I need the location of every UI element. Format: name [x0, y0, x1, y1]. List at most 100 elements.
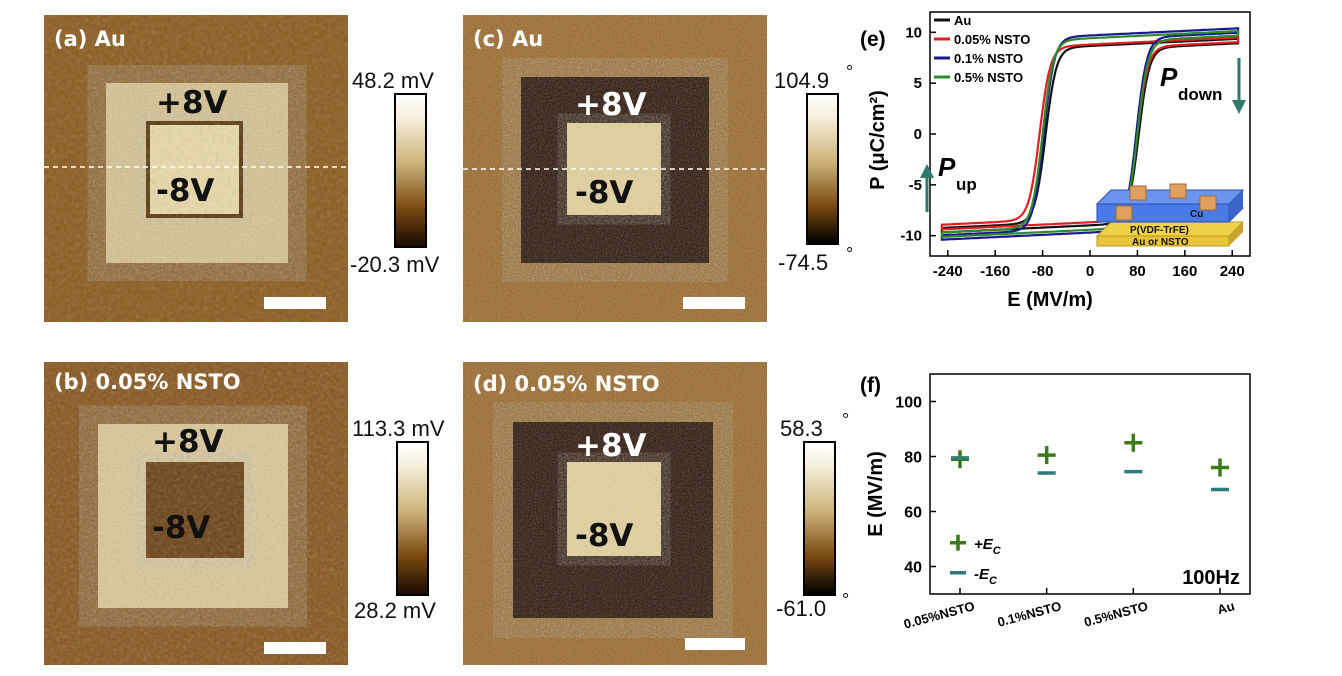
chart-e-ytick-label: 10	[905, 24, 922, 41]
colorbar-d-min-unit: °	[842, 590, 850, 610]
colorbar-c-max-unit: °	[846, 62, 854, 82]
chart-f-legend-subscript: C	[989, 575, 998, 587]
chart-e-curves	[940, 27, 1240, 241]
panel-d-minus8v-label: -8V	[575, 518, 634, 554]
chart-e-pup-arrow	[920, 164, 934, 212]
panel-c-plus8v-label: +8V	[575, 87, 647, 123]
chart-e-inset-pvdf: P(VDF-TrFE)	[1130, 225, 1189, 236]
panel-a-plus8v-label: +8V	[156, 85, 228, 121]
chart-e-pup-subscript: up	[956, 175, 977, 194]
colorbar-d-max: 58.3	[780, 416, 823, 441]
colorbar-c-max: 104.9	[774, 68, 830, 93]
panel-a-texture	[44, 15, 348, 322]
panel-d-afm-map: (d) 0.05% NSTO +8V -8V	[463, 362, 767, 665]
panel-d-texture	[463, 362, 767, 665]
chart-f-ytick-label: 80	[904, 450, 922, 467]
chart-e-xtick-label: -240	[933, 263, 963, 280]
chart-e-inset-electrode: Au or NSTO	[1132, 237, 1189, 248]
chart-e-legend-label: 0.1% NSTO	[954, 51, 1023, 66]
chart-f-ytick-label: 40	[904, 560, 922, 577]
colorbar-a-min: -20.3 mV	[350, 252, 440, 277]
colorbar-c-min-unit: °	[846, 244, 854, 264]
chart-f-coercive-field: (f) 40 60 80 100 0.05%NSTO 0.1%NSTO 0.5%NSTO Au…	[860, 373, 1251, 632]
chart-e-ytick-label: 5	[914, 75, 922, 92]
panel-a-label: (a) Au	[54, 27, 126, 51]
chart-f-legend-subscript: C	[993, 545, 1002, 557]
chart-e-inset-cu: Cu	[1190, 209, 1203, 220]
panel-c-minus8v-label: -8V	[575, 175, 634, 211]
panel-a-scale-bar	[264, 297, 326, 309]
chart-e-panel-label: (e)	[860, 28, 886, 51]
chart-f-frame	[929, 373, 1251, 595]
panel-d-plus8v-label: +8V	[575, 428, 647, 464]
colorbar-d-max-unit: °	[842, 410, 850, 430]
chart-e-xtick-label: -80	[1032, 263, 1054, 280]
chart-e-legend: Au 0.05% NSTO 0.1% NSTO 0.5% NSTO	[934, 13, 1030, 85]
chart-e-xtick-label: 80	[1129, 263, 1146, 280]
panel-d-label: (d) 0.05% NSTO	[473, 372, 660, 396]
chart-f-category-label: 0.05%NSTO	[902, 598, 976, 631]
chart-e-xtick-label: 240	[1220, 263, 1245, 280]
panel-b-minus8v-label: -8V	[152, 510, 211, 546]
chart-e-ylabel: P (μC/cm²)	[867, 90, 889, 190]
chart-e-ylabel-text: P (μC/cm²)	[867, 90, 889, 190]
chart-e-xtick-label: 160	[1172, 263, 1197, 280]
chart-e-inset-schematic: Cu P(VDF-TrFE) Au or NSTO	[1095, 183, 1245, 248]
colorbar-b-max: 113.3 mV	[352, 416, 445, 441]
panel-b-plus8v-label: +8V	[152, 424, 224, 460]
panel-a-afm-map: (a) Au +8V -8V	[44, 15, 348, 322]
chart-e-legend-label: 0.5% NSTO	[954, 70, 1023, 85]
chart-f-category-label: 0.1%NSTO	[996, 598, 1063, 629]
chart-e-ytick-label: -5	[909, 177, 922, 194]
chart-e-xtick-label: -160	[980, 263, 1010, 280]
chart-e-axes: -240 -160 -80 0 80 160 240 -10 -5 0 5 10	[900, 11, 1251, 280]
chart-f-plus-point	[1124, 433, 1143, 452]
colorbar-c-min: -74.5	[778, 250, 829, 275]
chart-e-loop-1	[940, 36, 1240, 231]
panel-c-scale-bar	[683, 297, 745, 309]
colorbar-b	[396, 441, 429, 596]
chart-f-ytick-label: 60	[904, 505, 922, 522]
chart-e-pdown-label: P	[1160, 62, 1178, 92]
panel-b-texture	[44, 362, 348, 665]
colorbar-a	[394, 93, 427, 248]
chart-f-legend: +EC -EC	[950, 534, 1002, 587]
colorbar-d-min: -61.0	[776, 596, 827, 621]
chart-f-marks	[951, 433, 1229, 492]
panel-d-scale-bar	[685, 638, 745, 650]
chart-e-pdown-subscript: down	[1178, 85, 1222, 104]
chart-e-ytick-label: -10	[900, 228, 922, 245]
chart-e-pup-label: P	[938, 152, 956, 182]
chart-e-xlabel: E (MV/m)	[1007, 289, 1093, 311]
chart-f-axes: 40 60 80 100 0.05%NSTO 0.1%NSTO 0.5%NSTO Au	[895, 373, 1251, 632]
panel-b-afm-map: (b) 0.05% NSTO +8V -8V	[44, 362, 348, 665]
chart-f-category-label: 0.5%NSTO	[1082, 598, 1149, 629]
panel-c-afm-map: (c) Au +8V -8V	[463, 15, 767, 322]
chart-e-loop-2	[940, 27, 1240, 241]
chart-f-legend-plus	[950, 534, 966, 551]
chart-f-panel-label: (f)	[860, 374, 881, 397]
panel-a-minus8v-label: -8V	[156, 173, 215, 209]
chart-f-annotation: 100Hz	[1182, 567, 1240, 589]
chart-f-ytick-label: 100	[895, 395, 922, 412]
chart-e-pdown-arrow	[1232, 58, 1246, 114]
chart-e-legend-label: Au	[954, 13, 971, 28]
chart-e-legend-label: 0.05% NSTO	[954, 32, 1030, 47]
chart-e-ytick-label: 0	[914, 126, 922, 143]
panel-c-label: (c) Au	[473, 27, 544, 51]
panel-c-texture	[463, 15, 767, 322]
chart-f-plus-point	[1211, 458, 1229, 477]
chart-e-hysteresis: (e) -240 -160 -80 0 80 160 240 -10 -5 0 5 10 Au 0.05…	[860, 11, 1251, 311]
colorbar-c	[806, 93, 839, 245]
chart-f-legend-label: -EC	[974, 566, 998, 587]
chart-f-legend-label: +EC	[974, 536, 1002, 557]
panel-b-scale-bar	[264, 642, 326, 654]
chart-f-category-label: Au	[1216, 598, 1237, 617]
colorbar-b-min: 28.2 mV	[354, 598, 436, 623]
chart-f-plus-point	[1037, 446, 1056, 465]
chart-f-ylabel-text: E (MV/m)	[865, 451, 887, 537]
chart-e-xtick-label: 0	[1086, 263, 1094, 280]
colorbar-a-max: 48.2 mV	[352, 68, 434, 93]
chart-e-loop-3	[940, 29, 1240, 239]
panel-b-label: (b) 0.05% NSTO	[54, 370, 241, 394]
